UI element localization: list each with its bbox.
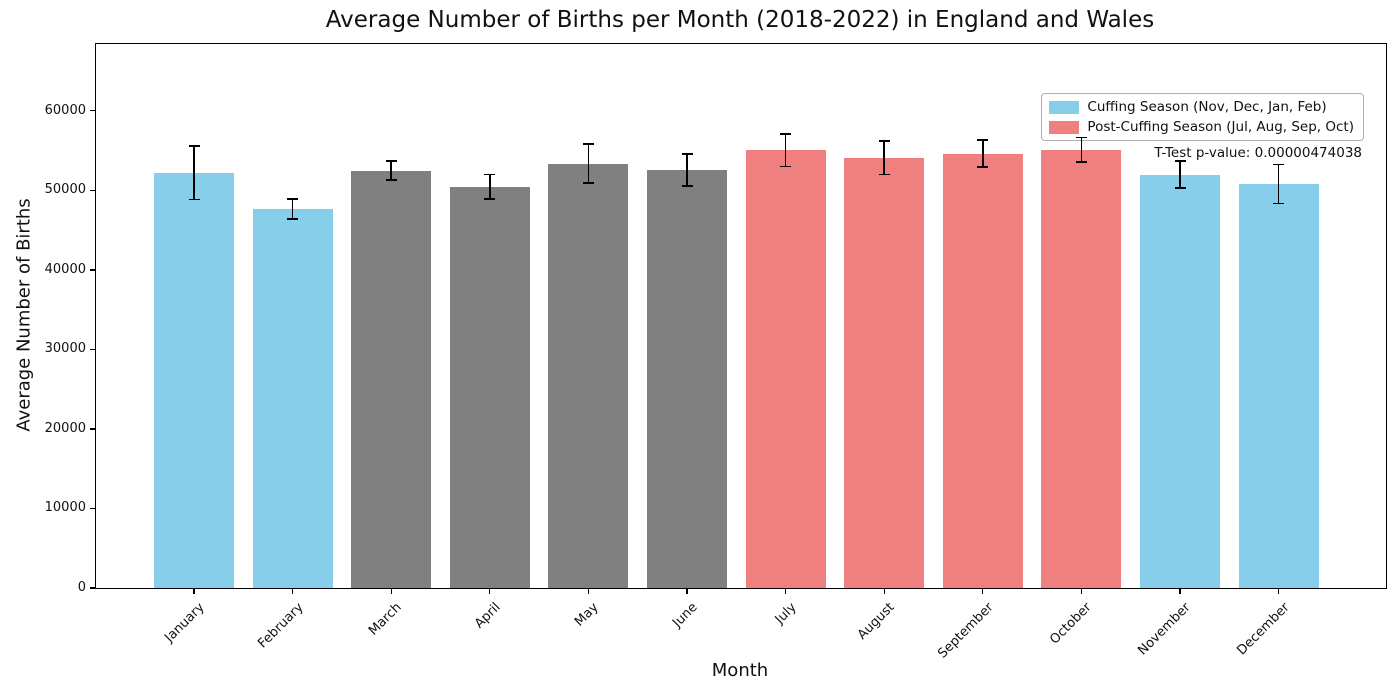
x-tick-label-january: January [162,600,208,646]
bar-march [351,170,432,588]
bar-september [942,153,1023,588]
legend-entry-1: Post-Cuffing Season (Jul, Aug, Sep, Oct) [1049,119,1354,135]
bar-august [844,157,925,588]
x-tick-label-october: October [1047,600,1095,648]
error-bar-cap-top-august [878,140,890,142]
error-bar-cap-bottom-september [977,166,989,169]
error-bar-january [193,146,195,200]
bar-april [449,186,530,588]
y-tick-label: 30000 [44,341,86,357]
x-tick-mark [193,589,195,594]
error-bar-march [390,161,393,181]
bar-october [1041,149,1122,588]
x-tick-mark [587,589,590,594]
error-bar-november [1179,161,1181,189]
bar-january [154,172,234,588]
error-bar-cap-top-june [681,153,693,156]
x-tick-label-april: April [471,600,504,632]
error-bar-september [981,140,984,168]
error-bar-cap-bottom-april [484,198,496,200]
error-bar-cap-bottom-august [878,173,890,176]
error-bar-april [488,174,491,200]
p-value-annotation: T-Test p-value: 0.00000474038 [1154,145,1362,161]
x-tick-mark [291,589,294,594]
error-bar-cap-top-september [977,139,989,142]
x-tick-mark [1080,589,1083,594]
error-bar-cap-top-march [385,160,397,163]
x-tick-label-november: November [1135,600,1194,659]
x-tick-mark [784,589,787,594]
error-bar-cap-top-january [188,145,200,148]
error-bar-cap-bottom-november [1174,187,1186,190]
error-bar-cap-bottom-january [188,198,200,201]
error-bar-december [1277,164,1280,204]
legend-entry-0: Cuffing Season (Nov, Dec, Jan, Feb) [1049,99,1354,115]
y-tick-mark [90,110,95,112]
x-axis-label: Month [711,660,769,681]
error-bar-cap-top-may [582,143,594,146]
legend: Cuffing Season (Nov, Dec, Jan, Feb) Post-… [1041,93,1364,141]
error-bar-cap-top-july [780,132,792,135]
error-bar-august [883,141,886,175]
error-bar-cap-top-december [1273,163,1285,166]
y-tick-label: 10000 [44,500,86,516]
error-bar-october [1080,137,1083,163]
x-tick-mark [489,589,491,594]
y-tick-label: 60000 [44,102,86,118]
error-bar-cap-bottom-march [385,179,397,182]
error-bar-july [784,133,787,167]
y-tick-mark [90,348,95,351]
x-tick-label-may: May [572,600,602,630]
error-bar-june [686,154,688,186]
x-tick-label-february: February [254,600,307,652]
plot-area: Cuffing Season (Nov, Dec, Jan, Feb) Post-… [45,43,1387,661]
error-bar-cap-top-november [1174,160,1186,163]
error-bar-february [291,199,294,219]
error-bar-cap-bottom-february [287,218,299,220]
y-tick-label: 0 [77,580,86,595]
y-tick-mark [90,189,95,192]
error-bar-cap-bottom-december [1273,202,1285,205]
y-tick-label: 20000 [44,420,86,436]
error-bar-cap-bottom-october [1075,161,1087,163]
error-bar-may [587,144,590,184]
legend-swatch-icon [1049,120,1080,134]
x-tick-label-july: July [772,600,800,628]
bar-may [548,163,629,588]
error-bar-cap-top-october [1075,136,1087,139]
legend-label: Cuffing Season (Nov, Dec, Jan, Feb) [1087,99,1327,115]
error-bar-cap-top-february [287,198,299,200]
y-tick-label: 40000 [44,261,86,277]
x-tick-mark [1179,589,1181,594]
chart-title: Average Number of Births per Month (2018… [325,7,1155,33]
y-tick-mark [90,507,95,510]
x-tick-mark [883,589,885,594]
error-bar-cap-bottom-may [582,182,594,185]
x-tick-mark [1277,589,1280,594]
x-tick-mark [686,589,688,594]
error-bar-cap-bottom-july [780,165,792,168]
x-tick-mark [390,589,392,594]
y-tick-mark [90,587,95,589]
x-tick-label-december: December [1233,600,1293,659]
error-bar-cap-bottom-june [681,185,693,187]
y-axis-label: Average Number of Births [13,198,35,432]
legend-label: Post-Cuffing Season (Jul, Aug, Sep, Oct) [1087,119,1354,135]
x-tick-label-march: March [366,600,405,639]
x-tick-label-september: September [934,600,997,662]
y-tick-mark [90,428,95,430]
bar-december [1238,183,1319,588]
legend-swatch-icon [1049,100,1080,114]
x-tick-label-june: June [669,600,701,631]
y-tick-mark [90,269,95,271]
y-tick-label: 50000 [44,182,86,198]
x-tick-label-august: August [855,600,898,643]
x-tick-mark [982,589,984,594]
bar-june [647,170,727,588]
bar-november [1140,174,1220,588]
bar-july [745,150,826,588]
error-bar-cap-top-april [484,173,496,176]
bar-february [252,209,333,588]
